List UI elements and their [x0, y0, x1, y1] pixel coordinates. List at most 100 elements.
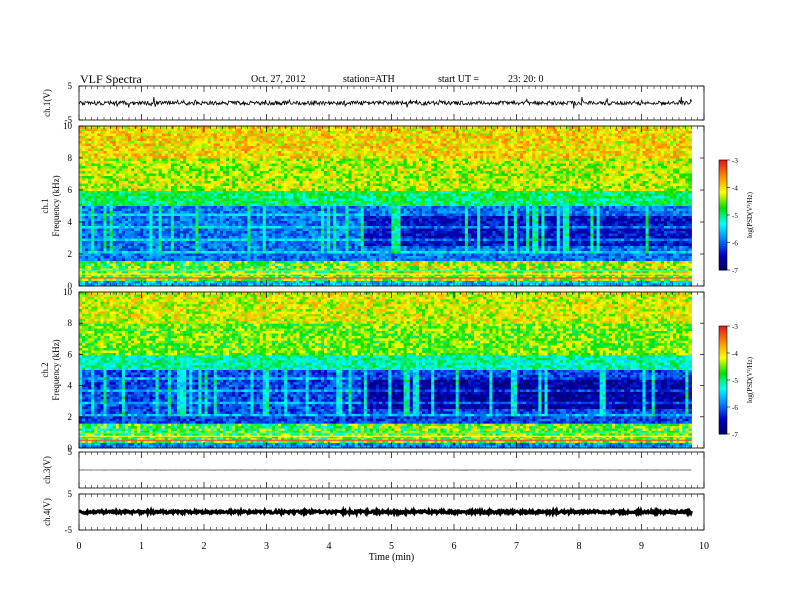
spectrogram-cell — [195, 171, 199, 174]
spectrogram-cell — [140, 181, 144, 184]
spectrogram-cell — [115, 181, 120, 184]
spectrogram-cell — [271, 138, 276, 142]
spectrogram-cell — [112, 208, 117, 212]
spectrogram-cell — [180, 258, 184, 262]
spectrogram-cell — [137, 193, 141, 197]
spectrogram-cell — [161, 208, 166, 212]
spectrogram-cell — [121, 281, 126, 284]
spectrogram-cell — [195, 138, 199, 142]
spectrogram-cell — [275, 188, 279, 192]
spectrogram-cell — [94, 258, 98, 262]
spectrogram-cell — [158, 228, 163, 232]
spectrogram-cell — [284, 281, 288, 284]
spectrogram-cell — [198, 278, 202, 282]
spectrogram-cell — [100, 131, 104, 134]
spectrogram-cell — [91, 128, 95, 132]
spectrogram-cell — [97, 166, 101, 169]
spectrogram-cell — [201, 128, 205, 132]
spectrogram-cell — [296, 238, 300, 242]
spectrogram-cell — [91, 161, 95, 164]
spectrogram-cell — [91, 156, 95, 159]
spectrogram-cell — [97, 206, 101, 209]
spectrogram-cell — [268, 136, 273, 139]
spectrogram-cell — [106, 206, 111, 209]
spectrogram-cell — [213, 241, 218, 244]
spectrogram-cell — [216, 223, 221, 227]
spectrogram-cell — [232, 271, 236, 274]
spectrogram-cell — [253, 186, 258, 189]
spectrogram-cell — [186, 171, 190, 174]
spectrogram-cell — [91, 231, 95, 234]
spectrogram-cell — [143, 138, 147, 142]
spectrogram-cell — [265, 206, 270, 209]
spectrogram-cell — [173, 273, 178, 277]
spectrogram-cell — [173, 138, 178, 142]
spectrogram-cell — [268, 206, 273, 209]
spectrogram-cell — [177, 198, 181, 202]
spectrogram-cell — [241, 136, 245, 139]
spectrogram-cell — [183, 136, 187, 139]
spectrogram-cell — [121, 173, 126, 177]
spectrogram-cell — [265, 191, 270, 194]
spectrogram-cell — [247, 253, 251, 257]
spectrogram-cell — [290, 266, 294, 269]
spectrogram-cell — [180, 186, 184, 189]
spectrogram-cell — [290, 178, 294, 182]
spectrogram-cell — [198, 148, 202, 152]
spectrogram-cell — [271, 128, 276, 132]
spectrogram-cell — [106, 223, 111, 227]
spectrogram-cell — [216, 268, 221, 272]
spectrogram-cell — [229, 178, 233, 182]
spectrogram-cell — [177, 266, 181, 269]
spectrogram-cell — [232, 281, 236, 284]
spectrogram-cell — [275, 248, 279, 252]
spectrogram-cell — [198, 211, 202, 214]
spectrogram-cell — [293, 246, 297, 249]
spectrogram-cell — [143, 131, 147, 134]
spectrogram-cell — [91, 228, 95, 232]
spectrogram-cell — [241, 183, 245, 187]
spectrogram-cell — [210, 141, 215, 144]
spectrogram-cell — [167, 183, 172, 187]
spectrogram-cell — [247, 226, 251, 229]
spectrogram-cell — [97, 146, 101, 149]
spectrogram-cell — [131, 238, 135, 242]
spectrogram-cell — [82, 273, 86, 277]
spectrogram-cell — [103, 168, 107, 172]
spectrogram-cell — [106, 216, 111, 219]
spectrogram-cell — [167, 253, 172, 257]
spectrogram-cell — [296, 161, 300, 164]
spectrogram-cell — [262, 213, 267, 217]
spectrogram-cell — [204, 283, 209, 287]
spectrogram-cell — [268, 233, 273, 237]
spectrogram-cell — [183, 151, 187, 154]
spectrogram-cell — [299, 271, 303, 274]
spectrogram-cell — [229, 156, 233, 159]
spectrogram-cell — [226, 263, 230, 267]
spectrogram-cell — [244, 178, 248, 182]
spectrogram-cell — [97, 231, 101, 234]
spectrogram-cell — [296, 191, 300, 194]
spectrogram-cell — [308, 211, 313, 214]
spectrogram-cell — [262, 161, 267, 164]
spectrogram-cell — [192, 148, 196, 152]
spectrogram-cell — [82, 191, 86, 194]
spectrogram-cell — [268, 188, 273, 192]
spectrogram-cell — [201, 273, 205, 277]
spectrogram-cell — [82, 266, 86, 269]
spectrogram-cell — [128, 181, 132, 184]
spectrogram-cell — [106, 221, 111, 224]
spectrogram-cell — [94, 131, 98, 134]
spectrogram-cell — [152, 171, 156, 174]
spectrogram-cell — [201, 243, 205, 247]
spectrogram-cell — [259, 226, 264, 229]
spectrogram-cell — [121, 188, 126, 192]
spectrogram-cell — [293, 161, 297, 164]
spectrogram-cell — [268, 273, 273, 277]
spectrogram-cell — [250, 261, 254, 264]
spectrogram-cell — [192, 153, 196, 157]
spectrogram-cell — [143, 126, 147, 129]
spectrogram-cell — [241, 266, 245, 269]
spectrogram-cell — [262, 196, 267, 199]
